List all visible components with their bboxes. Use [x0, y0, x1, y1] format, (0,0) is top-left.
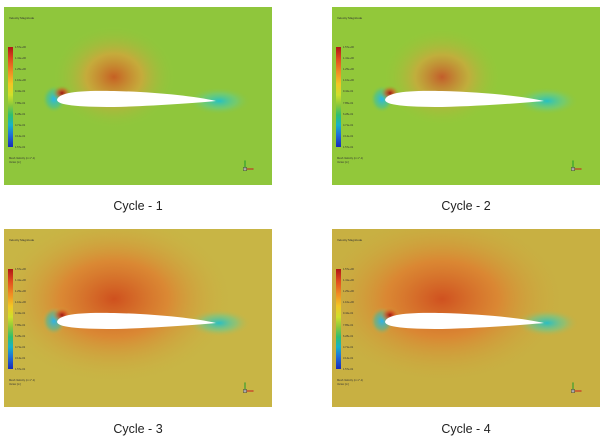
legend-ticks: 1.57e+00 1.41e+00 1.25e+00 1.10e+00 9.42e-01… — [15, 268, 55, 371]
legend-tick-label: 9.42e-01 — [15, 312, 26, 316]
legend-tick-label: 6.28e-01 — [343, 112, 354, 116]
legend-tick-label: 3.14e-01 — [15, 134, 26, 138]
legend-tick-label: 1.57e-01 — [15, 146, 26, 149]
contour-plot — [4, 229, 272, 407]
legend-tick-label: 1.41e+00 — [343, 279, 354, 283]
airfoil-shape — [57, 90, 216, 107]
wake-region — [187, 87, 251, 115]
footer-line: Vertex [m] — [337, 160, 349, 164]
legend-tick-label: 1.57e+00 — [15, 268, 26, 271]
footer-line: Mesh Velocity (m s^-1) — [337, 379, 364, 382]
high-velocity-region — [4, 229, 234, 384]
legend-tick-label: 1.57e+00 — [343, 268, 354, 271]
plot-title: Velocity Magnitude — [337, 16, 363, 20]
legend-tick-label: 7.85e-01 — [15, 323, 26, 327]
legend-tick-label: 4.71e-01 — [343, 123, 354, 127]
legend-tick-label: 7.85e-01 — [343, 101, 354, 105]
caption-cycle-2: Cycle - 2 — [441, 199, 491, 213]
legend-tick-label: 1.25e+00 — [15, 290, 26, 294]
legend-tick-label: 1.10e+00 — [15, 301, 26, 305]
legend-tick-label: 1.57e+00 — [343, 46, 354, 49]
plot-title: Velocity Magnitude — [337, 238, 363, 242]
legend-tick-label: 9.42e-01 — [15, 90, 26, 94]
axis-triad-icon — [569, 381, 583, 395]
airfoil-shape — [57, 312, 216, 329]
legend-tick-label: 4.71e-01 — [15, 123, 26, 127]
legend-tick-label: 1.25e+00 — [343, 68, 354, 72]
wake-region — [515, 87, 579, 115]
color-legend-bar — [336, 269, 341, 369]
legend-tick-label: 6.28e-01 — [15, 334, 26, 338]
caption-cycle-4: Cycle - 4 — [441, 422, 491, 436]
footer-line: Mesh Velocity (m s^-1) — [337, 157, 364, 160]
legend-tick-label: 3.14e-01 — [343, 134, 354, 138]
legend-tick-label: 1.10e+00 — [15, 79, 26, 83]
legend-tick-label: 1.57e+00 — [15, 46, 26, 49]
high-velocity-region — [332, 229, 567, 384]
legend-tick-label: 7.85e-01 — [343, 323, 354, 327]
footer-line: Mesh Velocity (m s^-1) — [9, 379, 36, 382]
legend-tick-label: 1.41e+00 — [343, 57, 354, 61]
contour-panel-cycle-4: Velocity Magnitude 1.57e+00 1.41e+00 1.25e+… — [332, 229, 600, 407]
airfoil-shape — [385, 90, 544, 107]
legend-tick-label: 6.28e-01 — [343, 334, 354, 338]
caption-cycle-1: Cycle - 1 — [113, 199, 163, 213]
footer-line: Vertex [m] — [9, 382, 21, 386]
color-legend-bar — [8, 47, 13, 147]
axis-triad-icon — [569, 159, 583, 173]
footer-line: Vertex [m] — [337, 382, 349, 386]
legend-tick-label: 1.57e-01 — [15, 368, 26, 371]
legend-tick-label: 1.41e+00 — [15, 279, 26, 283]
legend-ticks: 1.57e+00 1.41e+00 1.25e+00 1.10e+00 9.42e-01… — [15, 46, 55, 149]
high-velocity-region — [52, 25, 176, 129]
legend-ticks: 1.57e+00 1.41e+00 1.25e+00 1.10e+00 9.42e-01… — [343, 268, 383, 371]
legend-tick-label: 9.42e-01 — [343, 90, 354, 94]
legend-tick-label: 1.41e+00 — [15, 57, 26, 61]
plot-title: Velocity Magnitude — [9, 238, 35, 242]
legend-tick-label: 1.57e-01 — [343, 146, 354, 149]
axis-triad-icon — [241, 159, 255, 173]
plot-footer: Mesh Velocity (m s^-1) Vertex [m] — [337, 379, 363, 386]
caption-cycle-3: Cycle - 3 — [113, 422, 163, 436]
legend-tick-label: 1.10e+00 — [343, 79, 354, 83]
plot-footer: Mesh Velocity (m s^-1) Vertex [m] — [337, 157, 363, 164]
airfoil-shape — [385, 312, 544, 329]
plot-title: Velocity Magnitude — [9, 16, 35, 20]
contour-plot — [4, 7, 272, 185]
axis-triad-icon — [241, 381, 255, 395]
contour-panel-cycle-3: Velocity Magnitude 1.57e+00 1.41e+00 1.25e+… — [4, 229, 272, 407]
legend-tick-label: 9.42e-01 — [343, 312, 354, 316]
color-legend-bar — [336, 47, 341, 147]
contour-panel-cycle-2: Velocity Magnitude 1.57e+00 1.41e+00 1.25e+… — [332, 7, 600, 185]
wake-region — [515, 309, 579, 337]
legend-tick-label: 7.85e-01 — [15, 101, 26, 105]
wake-region — [187, 309, 251, 337]
color-legend-bar — [8, 269, 13, 369]
legend-tick-label: 3.14e-01 — [15, 356, 26, 360]
high-velocity-region — [382, 27, 502, 127]
legend-ticks: 1.57e+00 1.41e+00 1.25e+00 1.10e+00 9.42e-01… — [343, 46, 383, 149]
contour-plot — [332, 7, 600, 185]
footer-line: Mesh Velocity (m s^-1) — [9, 157, 36, 160]
legend-tick-label: 3.14e-01 — [343, 356, 354, 360]
legend-tick-label: 1.10e+00 — [343, 301, 354, 305]
legend-tick-label: 4.71e-01 — [15, 345, 26, 349]
legend-tick-label: 1.57e-01 — [343, 368, 354, 371]
contour-plot — [332, 229, 600, 407]
legend-tick-label: 4.71e-01 — [343, 345, 354, 349]
legend-tick-label: 1.25e+00 — [15, 68, 26, 72]
contour-panel-cycle-1: Velocity Magnitude 1.57e+00 1.41e+00 1.25e+… — [4, 7, 272, 185]
footer-line: Vertex [m] — [9, 160, 21, 164]
plot-footer: Mesh Velocity (m s^-1) Vertex [m] — [9, 157, 35, 164]
legend-tick-label: 6.28e-01 — [15, 112, 26, 116]
plot-footer: Mesh Velocity (m s^-1) Vertex [m] — [9, 379, 35, 386]
legend-tick-label: 1.25e+00 — [343, 290, 354, 294]
